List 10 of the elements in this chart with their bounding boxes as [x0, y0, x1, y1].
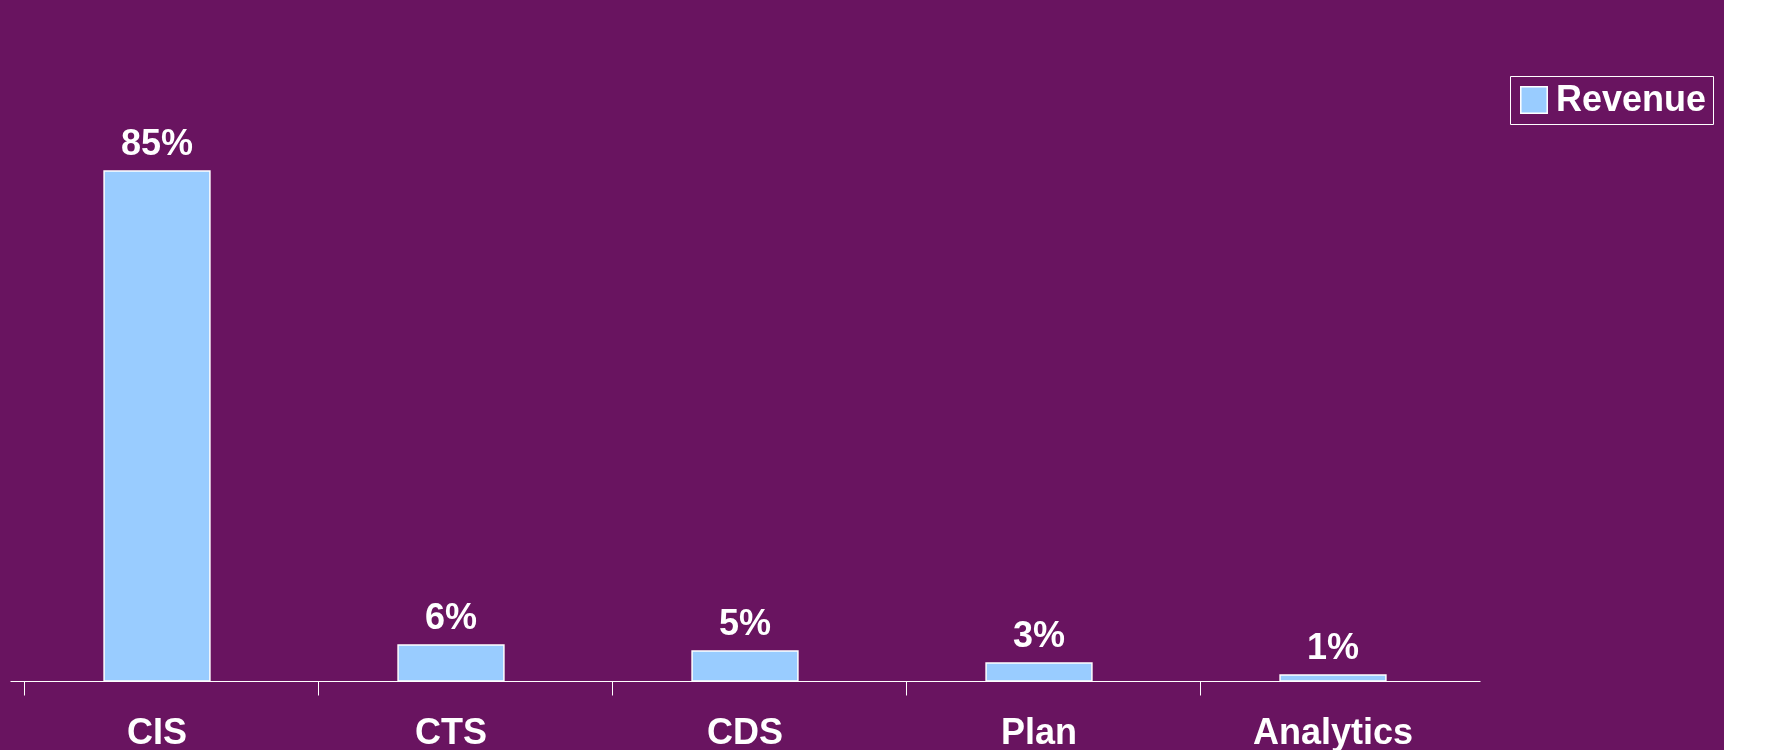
data-label: 1%: [1306, 626, 1360, 667]
data-label: 85%: [120, 122, 194, 163]
x-tick-label: CDS: [706, 710, 784, 750]
x-tick-label: Plan: [1000, 710, 1078, 750]
x-tick-label: CIS: [126, 710, 188, 750]
x-tick-label: CTS: [415, 710, 487, 750]
data-label: 6%: [424, 596, 478, 637]
data-label: 5%: [718, 602, 772, 643]
data-label: 3%: [1012, 614, 1066, 655]
legend-label: Revenue: [1556, 78, 1707, 119]
